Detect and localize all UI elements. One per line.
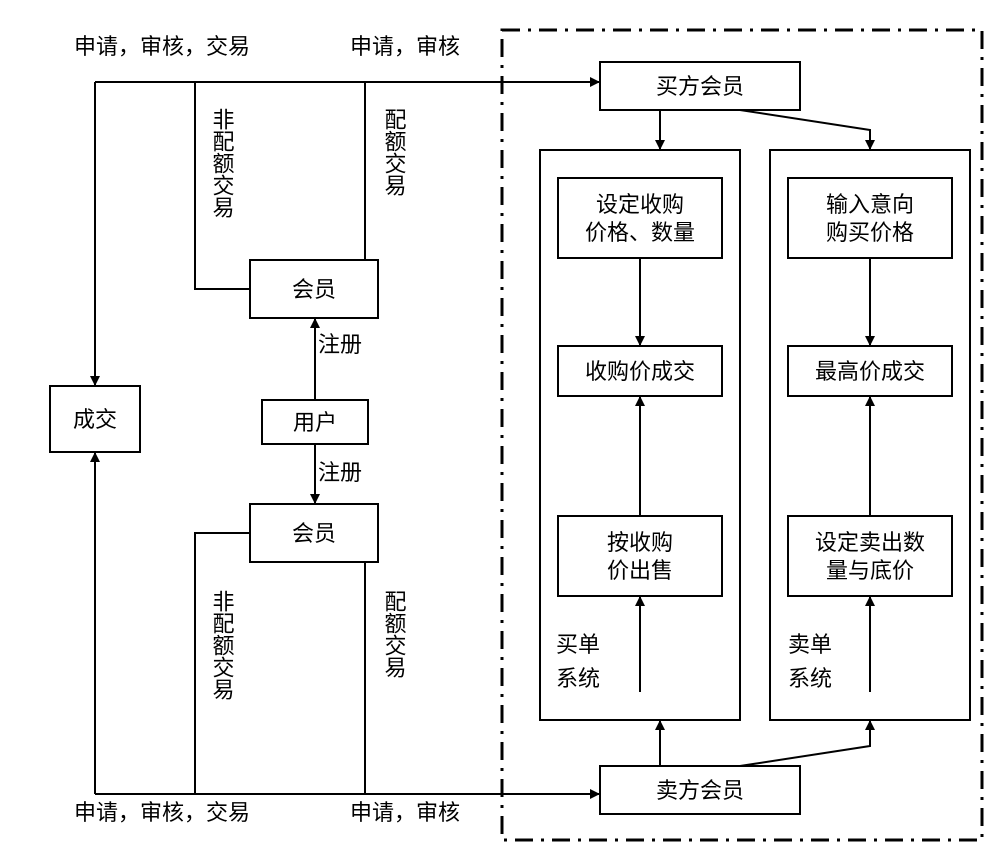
label-buy_sys2: 系统 [556, 666, 600, 691]
svg-text:量与底价: 量与底价 [826, 558, 914, 583]
label-buy_sys1: 买单 [556, 632, 600, 657]
label-quota_top: 配额交易 [382, 108, 407, 196]
label-nonquota_bot: 非配额交易 [210, 590, 235, 700]
svg-text:设定收购: 设定收购 [596, 192, 684, 217]
svg-text:用户: 用户 [293, 410, 337, 435]
set-sell-qty-box [788, 516, 952, 596]
svg-text:设定卖出数: 设定卖出数 [815, 530, 925, 555]
label-top_left: 申请，审核，交易 [74, 34, 250, 59]
svg-text:会员: 会员 [292, 277, 336, 302]
svg-text:收购价成交: 收购价成交 [585, 359, 695, 384]
label-nonquota_top: 非配额交易 [210, 108, 235, 218]
svg-text:价格、数量: 价格、数量 [585, 220, 695, 245]
edge-buyer-down-right [740, 110, 870, 150]
svg-text:价出售: 价出售 [607, 558, 673, 583]
sell-at-purchase-box [558, 516, 722, 596]
label-bot_mid: 申请，审核 [350, 800, 460, 825]
svg-text:输入意向: 输入意向 [826, 192, 914, 217]
svg-text:会员: 会员 [292, 521, 336, 546]
svg-text:卖方会员: 卖方会员 [656, 778, 744, 803]
input-intent-price-box [788, 178, 952, 258]
edge-seller-up-right [740, 720, 870, 766]
svg-text:最高价成交: 最高价成交 [815, 359, 925, 384]
label-sell_sys2: 系统 [788, 666, 832, 691]
svg-text:按收购: 按收购 [607, 530, 673, 555]
svg-text:成交: 成交 [73, 407, 117, 432]
label-bot_left: 申请，审核，交易 [74, 800, 250, 825]
svg-text:买方会员: 买方会员 [656, 74, 744, 99]
label-sell_sys1: 卖单 [788, 632, 832, 657]
set-purchase-price-box [558, 178, 722, 258]
label-reg_bot: 注册 [318, 460, 362, 485]
label-reg_top: 注册 [318, 332, 362, 357]
svg-text:购买价格: 购买价格 [826, 220, 914, 245]
label-top_mid: 申请，审核 [350, 34, 460, 59]
label-quota_bot: 配额交易 [382, 590, 407, 678]
